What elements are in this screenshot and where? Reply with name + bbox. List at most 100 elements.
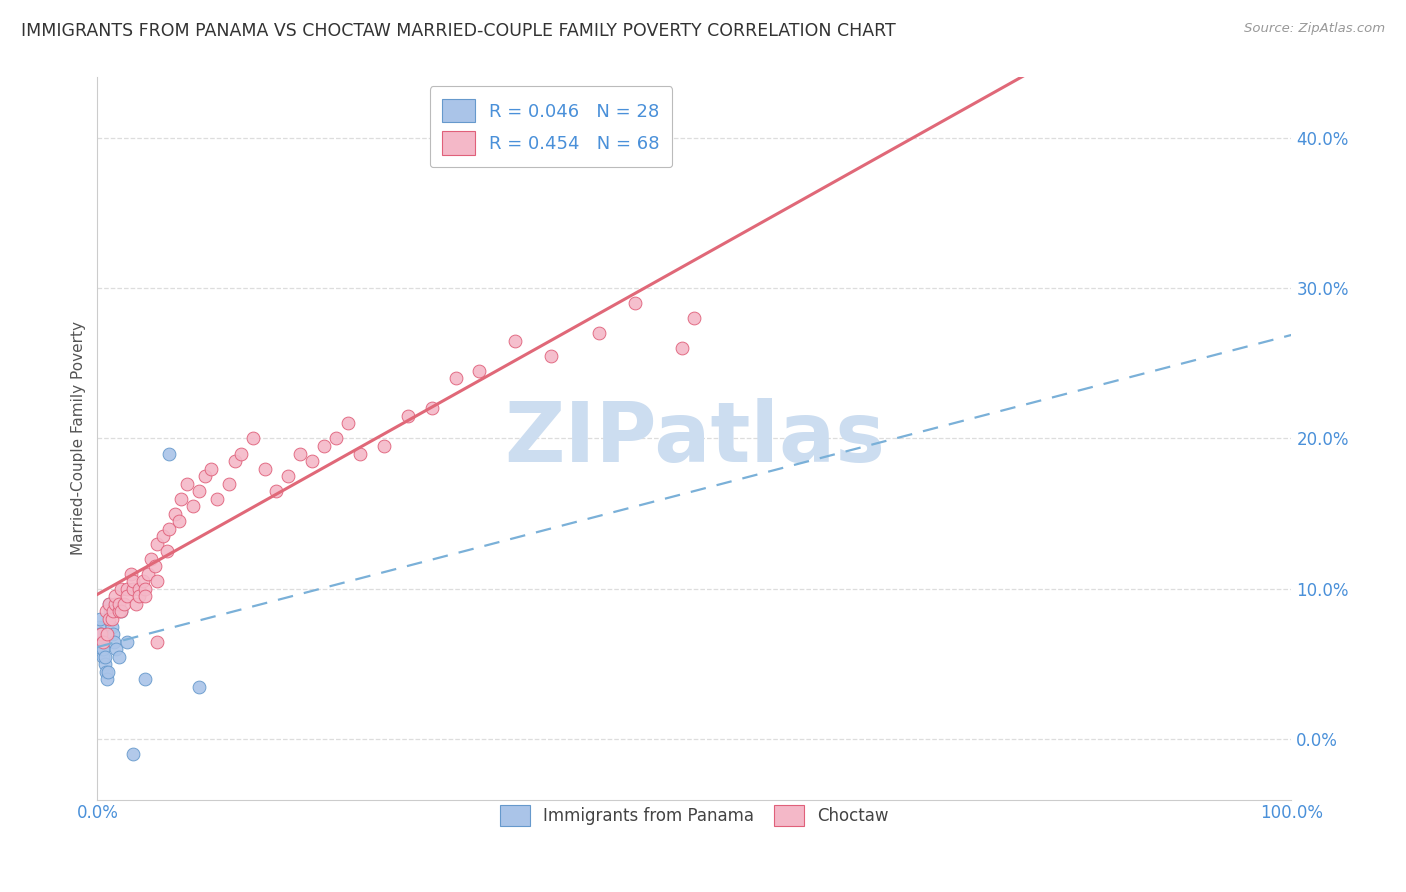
Point — [146, 574, 169, 589]
Point — [105, 642, 128, 657]
Text: ZIPatlas: ZIPatlas — [503, 398, 884, 479]
Point — [110, 605, 132, 619]
Point — [253, 461, 276, 475]
Point — [146, 634, 169, 648]
Point — [444, 371, 467, 385]
Point — [115, 590, 138, 604]
Point — [683, 311, 706, 326]
Y-axis label: Married-Couple Family Poverty: Married-Couple Family Poverty — [72, 321, 86, 556]
Point — [98, 597, 121, 611]
Point — [91, 642, 114, 657]
Point — [89, 627, 111, 641]
Point — [91, 634, 114, 648]
Point — [110, 605, 132, 619]
Point — [108, 649, 131, 664]
Point — [229, 446, 252, 460]
Point — [176, 476, 198, 491]
Text: Source: ZipAtlas.com: Source: ZipAtlas.com — [1244, 22, 1385, 36]
Point — [120, 566, 142, 581]
Point — [420, 401, 443, 416]
Point — [337, 417, 360, 431]
Point — [468, 364, 491, 378]
Point — [134, 582, 156, 596]
Point — [100, 619, 122, 633]
Point — [90, 627, 112, 641]
Point — [157, 522, 180, 536]
Point — [349, 446, 371, 460]
Point — [98, 612, 121, 626]
Point — [90, 627, 112, 641]
Point — [128, 590, 150, 604]
Point — [93, 657, 115, 672]
Point — [277, 469, 299, 483]
Point — [325, 432, 347, 446]
Point — [91, 634, 114, 648]
Point — [187, 484, 209, 499]
Point — [98, 597, 121, 611]
Point — [540, 349, 562, 363]
Point — [122, 582, 145, 596]
Point — [157, 446, 180, 460]
Point — [187, 680, 209, 694]
Point — [588, 326, 610, 341]
Point — [101, 605, 124, 619]
Point — [91, 642, 114, 657]
Point — [266, 484, 288, 499]
Point — [218, 476, 240, 491]
Point — [170, 491, 193, 506]
Point — [152, 529, 174, 543]
Point — [134, 672, 156, 686]
Point — [100, 605, 122, 619]
Point — [224, 454, 246, 468]
Point — [242, 432, 264, 446]
Point — [122, 747, 145, 762]
Point — [103, 634, 125, 648]
Point — [87, 634, 110, 648]
Point — [110, 582, 132, 596]
Point — [181, 499, 204, 513]
Point — [96, 672, 118, 686]
Point — [128, 582, 150, 596]
Point — [124, 597, 146, 611]
Point — [396, 409, 419, 423]
Point — [143, 559, 166, 574]
Point — [91, 649, 114, 664]
Point — [503, 334, 526, 348]
Point — [104, 597, 127, 611]
Point — [290, 446, 312, 460]
Point — [623, 296, 645, 310]
Point — [115, 582, 138, 596]
Point — [194, 469, 217, 483]
Point — [167, 514, 190, 528]
Point — [100, 612, 122, 626]
Point — [122, 574, 145, 589]
Point — [108, 597, 131, 611]
Point — [93, 649, 115, 664]
Point — [163, 507, 186, 521]
Point — [104, 590, 127, 604]
Point — [87, 619, 110, 633]
Point — [89, 612, 111, 626]
Point — [671, 341, 693, 355]
Point — [205, 491, 228, 506]
Point — [97, 665, 120, 679]
Point — [146, 537, 169, 551]
Point — [108, 605, 131, 619]
Point — [115, 634, 138, 648]
Point — [314, 439, 336, 453]
Point — [301, 454, 323, 468]
Point — [373, 439, 395, 453]
Legend: Immigrants from Panama, Choctaw: Immigrants from Panama, Choctaw — [492, 797, 897, 835]
Point — [94, 605, 117, 619]
Text: IMMIGRANTS FROM PANAMA VS CHOCTAW MARRIED-COUPLE FAMILY POVERTY CORRELATION CHAR: IMMIGRANTS FROM PANAMA VS CHOCTAW MARRIE… — [21, 22, 896, 40]
Point — [132, 574, 155, 589]
Point — [112, 597, 135, 611]
Point — [94, 665, 117, 679]
Point — [155, 544, 177, 558]
Point — [200, 461, 222, 475]
Point — [96, 627, 118, 641]
Point — [101, 627, 124, 641]
Point — [139, 551, 162, 566]
Point — [134, 590, 156, 604]
Point — [90, 634, 112, 648]
